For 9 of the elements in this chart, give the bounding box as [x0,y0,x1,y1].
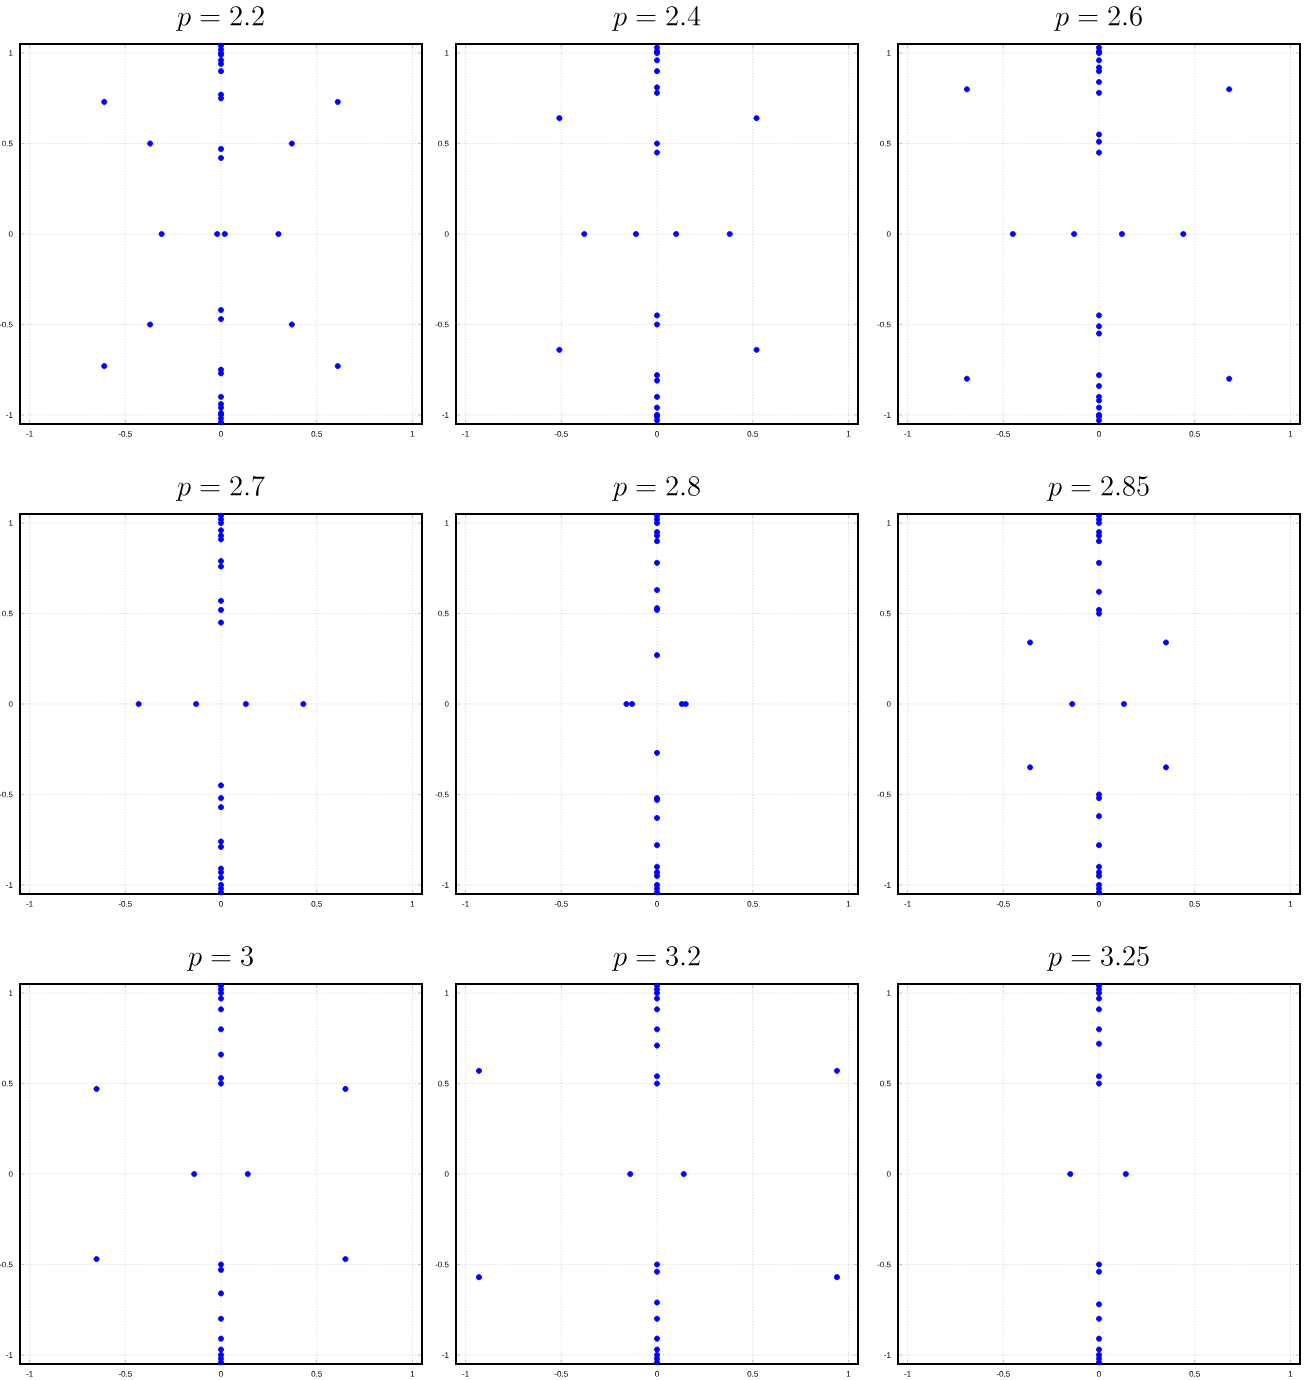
chart-title: $p = 3.25$ [1047,946,1149,971]
chart-title: $p = 3$ [187,946,253,971]
chart-title: $p = 2.85$ [1047,476,1149,501]
chart-title: $p = 2.8$ [612,476,700,501]
chart-title: $p = 3.2$ [612,946,700,971]
chart-title: $p = 2.6$ [1054,6,1142,31]
chart-title: $p = 2.7$ [176,475,265,501]
chart-title: $p = 2.4$ [612,5,701,31]
chart-title: $p = 2.2$ [176,6,264,31]
